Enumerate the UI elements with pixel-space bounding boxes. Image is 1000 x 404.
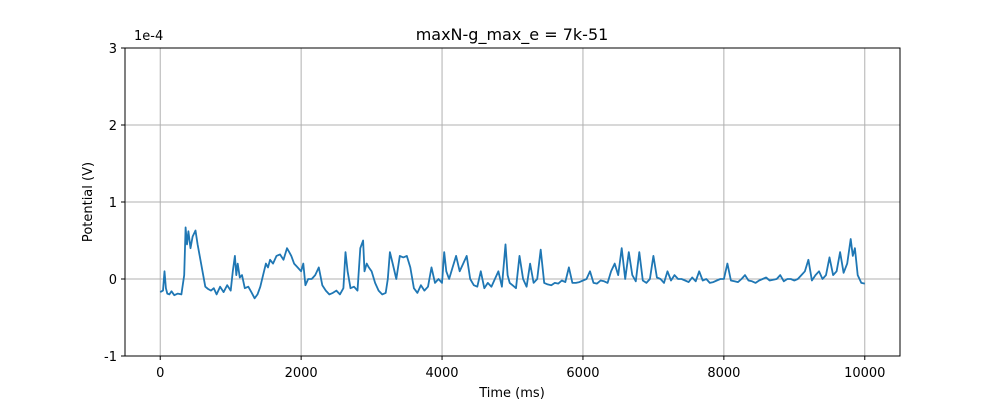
series-line-0 [159, 226, 865, 300]
y-tick-label: -1 [104, 350, 117, 365]
series-layer [159, 226, 865, 300]
x-tick-label: 0 [156, 366, 164, 381]
x-tick-label: 6000 [566, 366, 599, 381]
x-axis-label: Time (ms) [478, 386, 545, 400]
y-tick-label: 1 [109, 196, 117, 211]
x-tick-label: 8000 [707, 366, 740, 381]
x-tick-label: 10000 [844, 366, 885, 381]
axis-ticks: 0 2000 4000 6000 8000 10000 -1 0 1 2 3 [104, 42, 885, 381]
y-axis-label: Potential (V) [81, 162, 96, 242]
y-tick-label: 2 [109, 119, 117, 134]
chart-title: maxN-g_max_e = 7k-51 [416, 25, 609, 45]
y-axis-scale-label: 1e-4 [134, 29, 163, 44]
y-tick-label: 0 [109, 273, 117, 288]
x-tick-label: 2000 [285, 366, 318, 381]
y-tick-label: 3 [109, 42, 117, 57]
x-tick-label: 4000 [425, 366, 458, 381]
grid [125, 47, 900, 357]
